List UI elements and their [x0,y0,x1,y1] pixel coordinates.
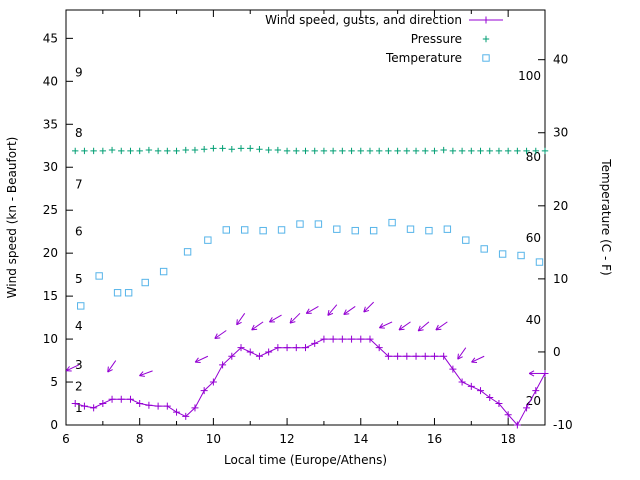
y-axis-right: -10 0 10 20 30 40 Temperature (C - F) [538,53,613,432]
series-gusts [65,301,544,377]
fahrenheit-scale-labels: 20 40 60 80 100 [518,69,541,408]
svg-text:Wind speed, gusts, and directi: Wind speed, gusts, and direction [265,13,462,27]
svg-text:7: 7 [75,177,83,191]
svg-text:Temperature (C - F): Temperature (C - F) [599,158,613,275]
svg-text:15: 15 [43,289,58,303]
svg-text:45: 45 [43,31,58,45]
svg-text:20: 20 [43,246,58,260]
svg-text:20: 20 [526,394,541,408]
svg-text:5: 5 [50,375,58,389]
svg-text:18: 18 [501,432,516,446]
svg-text:-10: -10 [553,418,573,432]
svg-text:40: 40 [553,53,568,67]
svg-text:8: 8 [136,432,144,446]
svg-text:60: 60 [526,231,541,245]
svg-text:80: 80 [526,150,541,164]
svg-text:12: 12 [279,432,294,446]
svg-text:Local time (Europe/Athens): Local time (Europe/Athens) [224,453,387,467]
svg-text:0: 0 [50,418,58,432]
svg-text:9: 9 [75,66,83,80]
svg-text:Wind speed (kn - Beaufort): Wind speed (kn - Beaufort) [5,137,19,299]
svg-text:10: 10 [553,272,568,286]
series-temperature [77,218,544,310]
svg-text:5: 5 [75,272,83,286]
svg-text:6: 6 [75,225,83,239]
svg-text:35: 35 [43,117,58,131]
svg-text:30: 30 [43,160,58,174]
series-wind [71,335,549,429]
svg-text:1: 1 [75,401,83,415]
svg-text:6: 6 [62,432,70,446]
svg-text:10: 10 [43,332,58,346]
y-axis-left: 0 5 10 15 20 25 30 35 40 45 Wind speed (kn - Beauf… [5,31,73,432]
svg-text:14: 14 [353,432,368,446]
svg-text:Temperature: Temperature [385,51,462,65]
svg-text:25: 25 [43,203,58,217]
svg-text:16: 16 [427,432,442,446]
svg-text:40: 40 [526,313,541,327]
svg-text:10: 10 [206,432,221,446]
series-pressure [72,145,549,155]
svg-text:100: 100 [518,69,541,83]
svg-text:20: 20 [553,199,568,213]
svg-text:8: 8 [75,126,83,140]
svg-text:0: 0 [553,345,561,359]
legend: Wind speed, gusts, and direction Pressure… [265,13,503,65]
svg-text:30: 30 [553,126,568,140]
plot-border [65,9,546,426]
svg-text:4: 4 [75,319,83,333]
svg-text:Pressure: Pressure [411,32,462,46]
svg-text:40: 40 [43,74,58,88]
svg-text:2: 2 [75,379,83,393]
